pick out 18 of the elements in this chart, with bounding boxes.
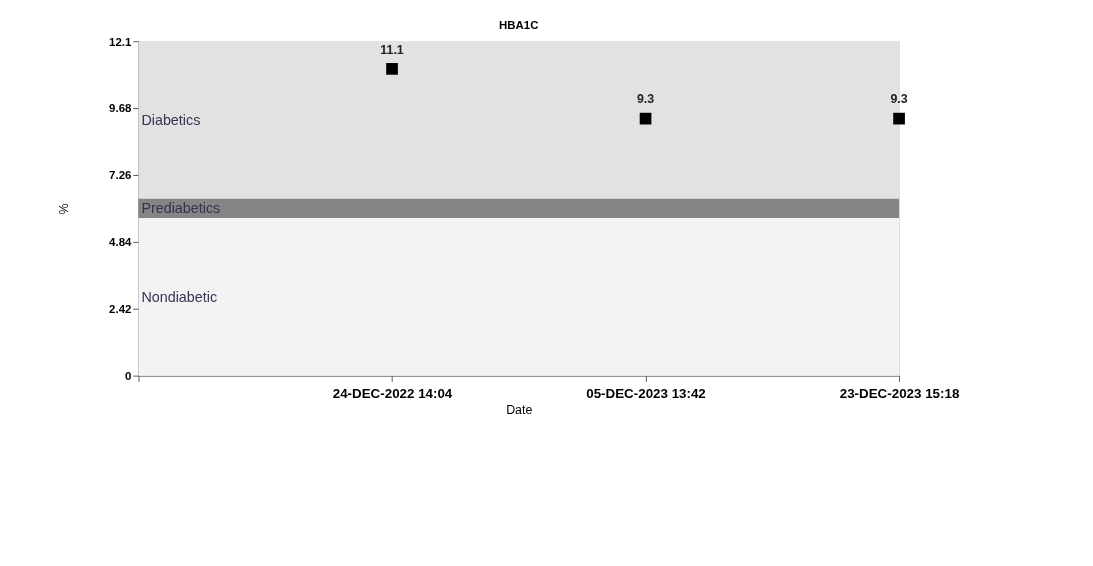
x-axis-title: Date [506,403,533,418]
y-tick-label: 12.1 [109,35,132,48]
x-tick-label: 24-DEC-2022 14:04 [332,386,453,402]
data-label: 9.3 [890,92,908,107]
band-label: Nondiabetic [141,288,218,305]
y-axis-title: % [56,203,71,215]
data-label: 9.3 [636,92,655,107]
x-tick-label: 23-DEC-2023 15:18 [839,386,960,402]
y-tick-label: 2.42 [109,303,132,316]
y-tick-label: 9.68 [109,102,132,115]
data-label: 11.1 [380,42,404,57]
chart-title: HBA1C [499,18,539,31]
x-tick-label: 05-DEC-2023 13:42 [586,386,706,402]
y-tick-label: 0 [125,369,132,382]
y-tick-label: 7.26 [109,169,132,182]
y-tick-label: 4.84 [109,236,132,249]
band-label: Prediabetics [141,200,221,217]
band-label: Diabetics [141,111,201,128]
